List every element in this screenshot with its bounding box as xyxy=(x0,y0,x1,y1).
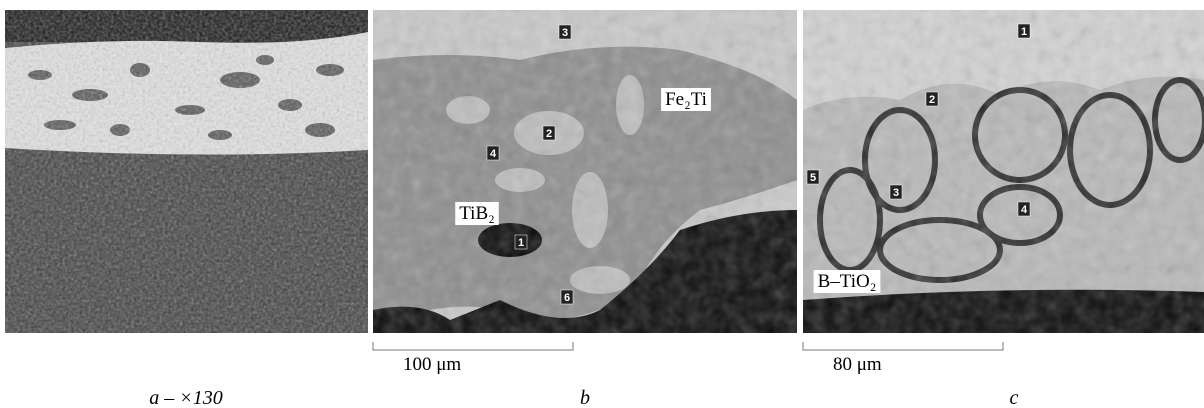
phase-label: B–TiO₂ xyxy=(818,271,877,292)
phase-label: TiB₂ xyxy=(459,203,495,224)
marker-number: 1 xyxy=(518,237,524,249)
marker-number: 3 xyxy=(893,187,899,199)
panel-caption: b xyxy=(580,387,590,408)
marker-number: 3 xyxy=(562,27,568,39)
marker-number: 4 xyxy=(1021,204,1028,216)
marker-number: 2 xyxy=(546,128,552,140)
scale-bar-c xyxy=(803,342,1003,350)
marker-number: 6 xyxy=(564,292,570,304)
scale-label: 100 μm xyxy=(403,354,461,375)
panel-caption: c xyxy=(1010,387,1019,408)
scale-bar-b xyxy=(373,342,573,350)
marker-number: 2 xyxy=(929,94,935,106)
micrograph-b xyxy=(373,10,797,333)
marker-number: 1 xyxy=(1021,26,1027,38)
marker-number: 4 xyxy=(490,148,497,160)
phase-label: Fe₂Ti xyxy=(665,89,707,110)
figure: 100 μm 80 μm a – ×130 b c Fe₂Ti TiB₂ 3 2 4 1 6… xyxy=(0,0,1204,408)
scale-label: 80 μm xyxy=(833,354,882,375)
marker-number: 5 xyxy=(810,172,816,184)
micrograph-a xyxy=(5,10,368,333)
panel-caption: a – ×130 xyxy=(149,387,223,408)
